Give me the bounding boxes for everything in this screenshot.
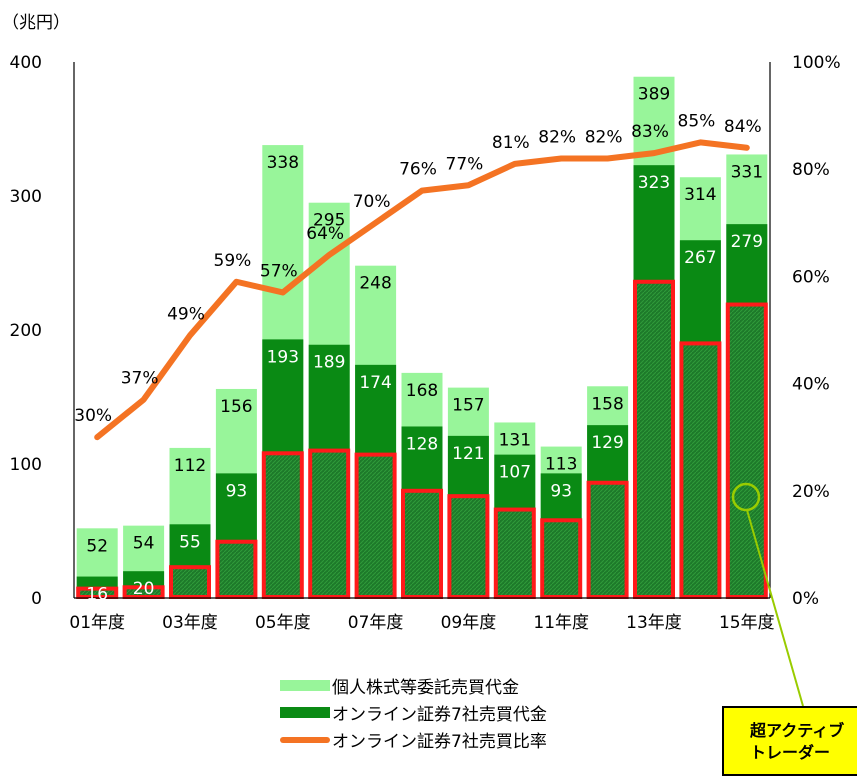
bar-highlight <box>679 341 722 599</box>
bar-highlight <box>493 507 536 599</box>
bar-highlight <box>633 279 675 599</box>
x-tick-label: 05年度 <box>255 613 311 633</box>
x-tick-label: 13年度 <box>626 613 682 633</box>
bar-highlight <box>215 539 258 599</box>
data-label-online-ratio: 83% <box>631 122 669 142</box>
data-label-online-ratio: 57% <box>260 261 298 281</box>
data-label-online-ratio: 84% <box>724 117 762 137</box>
bar-highlight <box>308 448 351 599</box>
data-label-online-trading: 93 <box>226 481 248 501</box>
y-right-tick-label: 60% <box>792 267 830 287</box>
y-left-tick-label: 400 <box>10 53 42 73</box>
data-label-retail-trading: 52 <box>86 536 108 556</box>
bar-highlight <box>354 452 397 599</box>
data-label-online-trading: 129 <box>591 433 623 453</box>
callout-box: 超アクティブ トレーダー <box>722 706 857 776</box>
data-label-online-trading: 128 <box>406 434 438 454</box>
data-label-retail-trading: 131 <box>499 430 531 450</box>
y-left-tick-label: 300 <box>10 187 42 207</box>
x-tick-label: 03年度 <box>162 613 218 633</box>
data-label-retail-trading: 389 <box>638 85 670 105</box>
data-label-online-trading: 16 <box>86 585 108 605</box>
bar-highlight <box>540 518 583 600</box>
data-label-online-trading: 93 <box>550 481 572 501</box>
data-label-online-trading: 323 <box>638 173 670 193</box>
bar-highlight <box>586 480 629 600</box>
data-label-retail-trading: 156 <box>220 397 252 417</box>
axis-layer: 0 100 200 300 400 0% 20% 40% 60% 80% 100% 01年度 03年度 0… <box>10 53 841 633</box>
data-label-online-ratio: 85% <box>678 111 716 131</box>
x-tick-label: 09年度 <box>441 613 497 633</box>
data-label-online-trading: 55 <box>179 532 201 552</box>
labels-layer: 52 16 54 20 112 55 156 93 338 193 295 189 248 174 168 1… <box>74 85 763 605</box>
bar-highlight <box>122 585 165 600</box>
data-label-retail-trading: 331 <box>731 162 763 182</box>
bar-highlight <box>261 451 304 599</box>
data-label-online-ratio: 82% <box>538 127 576 147</box>
y-right-tick-label: 100% <box>792 53 841 73</box>
data-label-retail-trading: 338 <box>267 153 299 173</box>
data-label-retail-trading: 295 <box>313 211 345 231</box>
highlight-layer <box>76 279 768 600</box>
y-right-tick-label: 20% <box>792 482 830 502</box>
data-label-online-trading: 174 <box>359 373 391 393</box>
y-left-tick-label: 100 <box>10 455 42 475</box>
data-label-online-ratio: 49% <box>167 304 205 324</box>
data-label-online-trading: 20 <box>133 579 155 599</box>
data-label-online-trading: 107 <box>499 463 531 483</box>
data-label-online-ratio: 70% <box>353 192 391 212</box>
x-tick-label: 01年度 <box>69 613 125 633</box>
bar-highlight <box>169 565 211 599</box>
y-left-tick-label: 0 <box>31 589 42 609</box>
data-label-online-ratio: 64% <box>306 224 344 244</box>
bar-highlight <box>76 586 119 599</box>
data-label-retail-trading: 54 <box>133 534 155 554</box>
x-tick-label: 07年度 <box>348 613 404 633</box>
data-label-online-trading: 189 <box>313 353 345 373</box>
x-tick-label: 15年度 <box>719 613 775 633</box>
legend-label-online-ratio: オンライン証券7社売買比率 <box>332 732 547 752</box>
legend-label-retail-trading: 個人株式等委託売買代金 <box>332 678 519 698</box>
data-label-retail-trading: 158 <box>591 394 623 414</box>
x-tick-label: 11年度 <box>533 613 589 633</box>
legend: 個人株式等委託売買代金 オンライン証券7社売買代金 オンライン証券7社売買比率 <box>280 672 700 753</box>
callout-pointer <box>746 509 804 707</box>
data-label-online-ratio: 81% <box>492 133 530 153</box>
bar-highlight <box>447 494 490 599</box>
line-online-ratio <box>94 139 750 441</box>
callout-pointer-circle <box>731 482 761 512</box>
data-label-online-ratio: 59% <box>214 251 252 271</box>
data-label-online-ratio: 76% <box>399 160 437 180</box>
data-label-online-trading: 279 <box>731 232 763 252</box>
y-left-tick-label: 200 <box>10 321 42 341</box>
data-label-retail-trading: 248 <box>359 274 391 294</box>
bar-highlight <box>401 488 443 599</box>
legend-swatch-orange-line <box>280 736 330 743</box>
bar-highlight <box>725 302 768 599</box>
legend-swatch-dark-green <box>280 707 330 718</box>
legend-swatch-light-green <box>280 680 330 691</box>
legend-label-online-trading: オンライン証券7社売買代金 <box>332 705 547 725</box>
ratio-layer <box>94 139 750 441</box>
data-label-retail-trading: 113 <box>545 455 577 475</box>
y-right-tick-label: 80% <box>792 160 830 180</box>
data-label-online-trading: 121 <box>452 444 484 464</box>
data-label-online-ratio: 82% <box>585 127 623 147</box>
legend-item-online-ratio: オンライン証券7社売買比率 <box>280 726 700 753</box>
data-label-retail-trading: 314 <box>684 185 716 205</box>
legend-item-online-trading: オンライン証券7社売買代金 <box>280 699 700 726</box>
data-label-online-trading: 193 <box>267 347 299 367</box>
data-label-online-ratio: 30% <box>74 406 112 426</box>
data-label-online-ratio: 77% <box>446 154 484 174</box>
data-label-online-trading: 267 <box>684 248 716 268</box>
data-label-retail-trading: 157 <box>452 396 484 416</box>
data-label-retail-trading: 168 <box>406 381 438 401</box>
y-axis-unit: （兆円） <box>2 13 70 33</box>
chart: （兆円） 52 16 54 20 112 55 156 93 338 193 295 189 248 17… <box>2 13 841 707</box>
y-right-tick-label: 40% <box>792 375 830 395</box>
data-label-online-ratio: 37% <box>121 369 159 389</box>
data-label-retail-trading: 112 <box>174 456 206 476</box>
y-right-tick-label: 0% <box>792 589 819 609</box>
legend-item-retail-trading: 個人株式等委託売買代金 <box>280 672 700 699</box>
